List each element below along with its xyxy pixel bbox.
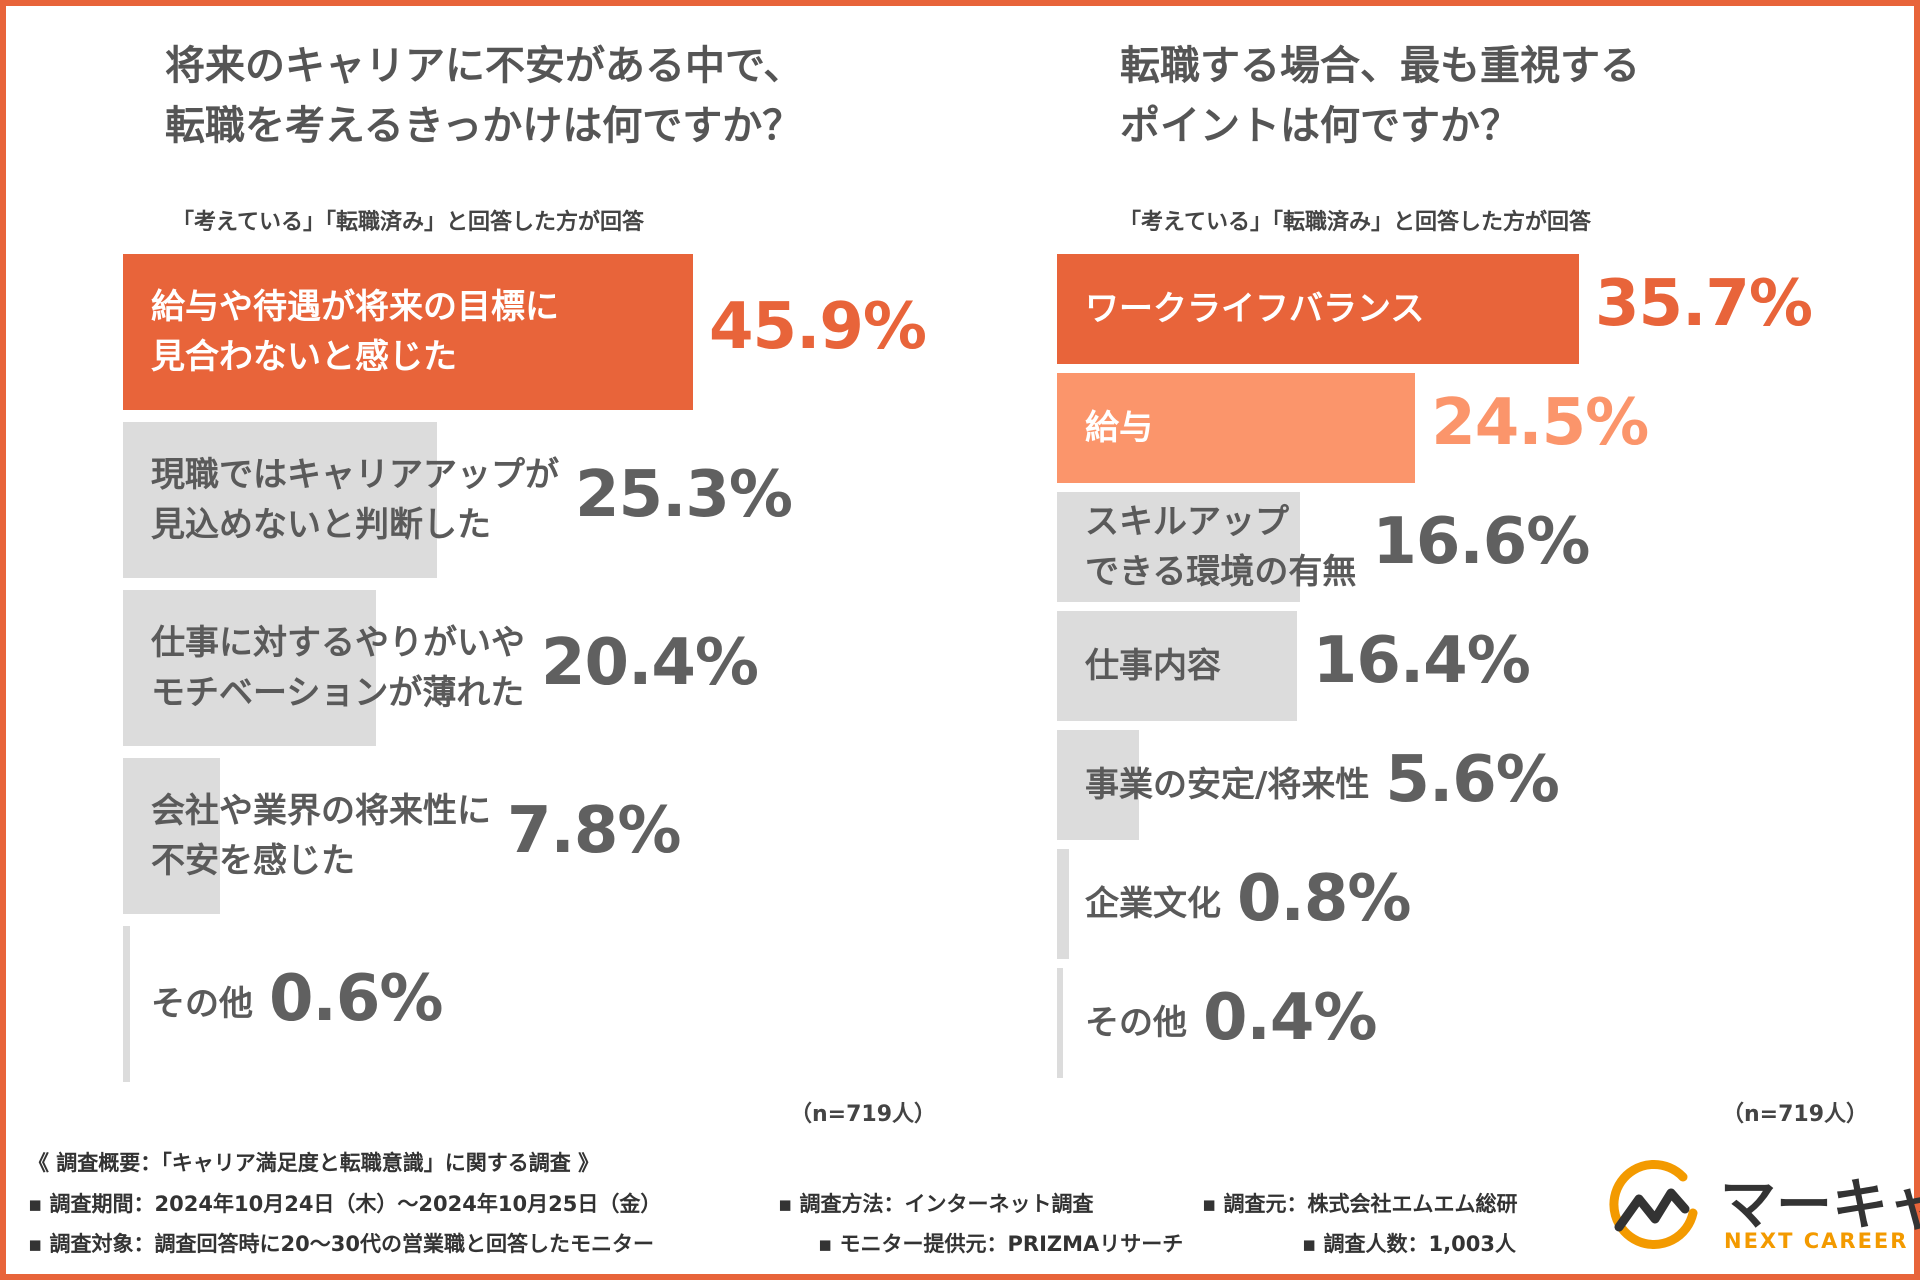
category-label: 会社や業界の将来性に 不安を感じた (151, 786, 491, 886)
bar-2 (123, 422, 438, 578)
footer-item-count: ▪ 調査人数：1,003人 (1302, 1232, 1516, 1256)
footer-item-source: ▪ 調査元：株式会社エムエム総研 (1202, 1192, 1518, 1216)
value-label: 45.9% (709, 290, 927, 364)
category-label-line: その他 (1085, 1003, 1187, 1043)
footer-item-provider: ▪ モニター提供元：PRIZMAリサーチ (818, 1232, 1184, 1256)
category-label: 仕事内容 (1085, 641, 1221, 691)
category-label-line: できる環境の有無 (1085, 552, 1357, 592)
footer-item-method: ▪ 調査方法：インターネット調査 (778, 1192, 1094, 1216)
category-label-line: ワークライフバランス (1085, 289, 1425, 329)
bar-5 (1057, 730, 1139, 840)
category-label-line: 不安を感じた (151, 841, 355, 881)
category-label: 給与 (1085, 403, 1153, 453)
value-label: 5.6% (1385, 743, 1559, 817)
category-label: 企業文化 (1085, 879, 1221, 929)
bar-1 (1057, 254, 1579, 364)
footer-item-period: ▪ 調査期間：2024年10月24日（木）～2024年10月25日（金） (28, 1192, 662, 1216)
category-label-line: その他 (151, 984, 253, 1024)
category-label-line: 事業の安定/将来性 (1085, 765, 1370, 805)
category-label: その他 (1085, 998, 1187, 1048)
bar-1 (123, 254, 693, 410)
category-label: 給与や待遇が将来の目標に 見合わないと感じた (151, 282, 559, 382)
category-label: その他 (151, 979, 253, 1029)
category-label-line: モチベーションが薄れた (151, 673, 525, 713)
bar-7 (1057, 968, 1063, 1078)
category-label-line: スキルアップ (1085, 502, 1289, 542)
value-label: 0.6% (269, 962, 443, 1036)
value-label: 7.8% (507, 794, 681, 868)
category-label-line: 見合わないと感じた (151, 337, 457, 377)
category-label-line: 企業文化 (1085, 884, 1221, 924)
footer-item-target: ▪ 調査対象：調査回答時に20～30代の営業職と回答したモニター (28, 1232, 654, 1256)
bar-6 (1057, 849, 1069, 959)
category-label-line: 仕事に対するやりがいや (151, 623, 525, 663)
right-n-label: （n=719人） (1722, 1102, 1869, 1127)
value-label: 16.6% (1372, 505, 1590, 579)
left-title-line: 将来のキャリアに不安がある中で、 (165, 43, 804, 89)
value-label: 25.3% (575, 458, 793, 532)
value-label: 0.8% (1237, 862, 1411, 936)
category-label: ワークライフバランス (1085, 284, 1424, 334)
category-label-line: 給与 (1085, 408, 1153, 448)
right-chart-title: 転職する場合、最も重視する ポイントは何ですか？ (1120, 36, 1640, 156)
right-chart-note: 「考えている」「転職済み」と回答した方が回答 (1119, 210, 1591, 235)
brand-tagline: NEXT CAREER (1724, 1229, 1909, 1253)
bar-3 (123, 590, 377, 746)
bar-4 (1057, 611, 1297, 721)
category-label: 現職ではキャリアアップが 見込めないと判断した (151, 450, 559, 550)
value-label: 35.7% (1595, 267, 1813, 341)
left-chart-title: 将来のキャリアに不安がある中で、 転職を考えるきっかけは何ですか？ (165, 36, 803, 156)
value-label: 16.4% (1312, 624, 1531, 698)
category-label-line: 見込めないと判断した (151, 505, 491, 545)
left-chart-note: 「考えている」「転職済み」と回答した方が回答 (172, 210, 644, 235)
value-label: 20.4% (541, 626, 759, 700)
left-n-label: （n=719人） (790, 1102, 937, 1127)
bar-4 (123, 758, 220, 914)
bar-3 (1057, 492, 1300, 602)
value-label: 0.4% (1203, 981, 1377, 1055)
footer-heading: 《 調査概要：「キャリア満足度と転職意識」に関する調査 》 (28, 1151, 600, 1175)
brand-mark-icon (1609, 1159, 1698, 1249)
category-label-line: 現職ではキャリアアップが (151, 455, 559, 495)
brand-name: マーキャリ (1720, 1173, 1920, 1238)
bar-5 (123, 926, 131, 1082)
category-label: 事業の安定/将来性 (1085, 760, 1369, 810)
category-label: スキルアップできる環境の有無 (1085, 497, 1356, 597)
category-label-line: 仕事内容 (1085, 646, 1221, 686)
bar-2 (1057, 373, 1416, 483)
left-title-line: 転職を考えるきっかけは何ですか？ (165, 103, 803, 149)
right-title-line: ポイントは何ですか？ (1120, 103, 1520, 149)
category-label: 仕事に対するやりがいや モチベーションが薄れた (151, 618, 525, 718)
value-label: 24.5% (1431, 386, 1649, 460)
right-title-line: 転職する場合、最も重視する (1120, 43, 1640, 89)
category-label-line: 給与や待遇が将来の目標に (151, 287, 559, 327)
category-label-line: 会社や業界の将来性に (151, 791, 491, 831)
